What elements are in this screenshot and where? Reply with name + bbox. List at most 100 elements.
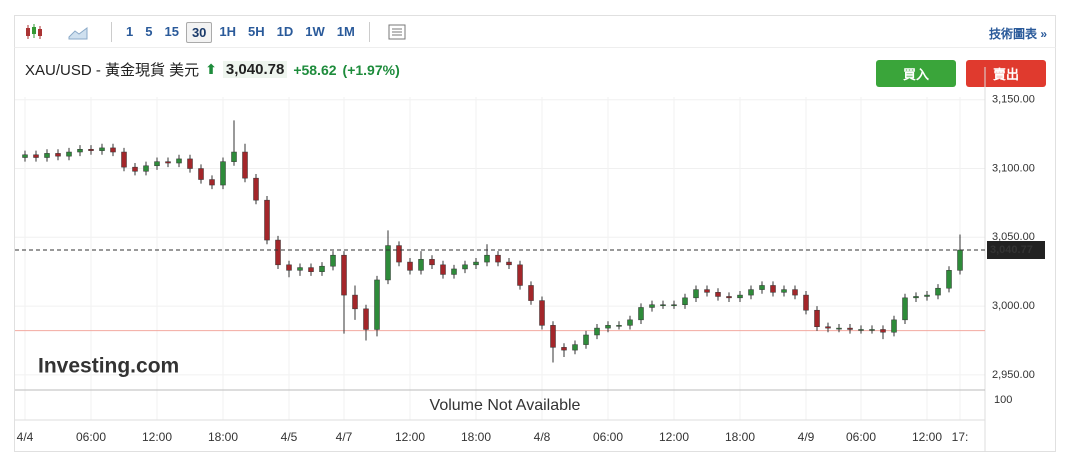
candle-body (550, 325, 556, 348)
candle-body (187, 158, 193, 169)
x-tick-label: 4/5 (281, 430, 298, 444)
candle-body (165, 161, 171, 164)
candle-body (935, 287, 941, 296)
separator (368, 22, 370, 42)
change: +58.62 (293, 61, 337, 78)
candle-body (924, 294, 930, 297)
sell-button[interactable]: 賣出 (966, 60, 1046, 87)
title-row: XAU/USD - 黃金現貨 美元 ⬆ 3,040.78 +58.62 (+1.… (25, 59, 400, 80)
candle-body (814, 309, 820, 327)
last-price-tag (987, 241, 1045, 260)
candle-body (902, 297, 908, 321)
y-tick-label: 2,950.00 (992, 369, 1035, 381)
interval-button[interactable]: 5H (248, 23, 265, 39)
candle-body (770, 285, 776, 293)
candle-body (110, 147, 116, 153)
candle-body (264, 199, 270, 241)
interval-button[interactable]: 15 (164, 23, 179, 39)
candle-body (825, 326, 831, 329)
candle-body (836, 327, 842, 330)
candle-body (858, 329, 864, 331)
candle-body (616, 325, 622, 327)
candle-body (176, 158, 182, 164)
interval-button[interactable]: 5 (145, 23, 153, 39)
x-tick-label: 18:00 (725, 430, 755, 444)
candle-body (495, 254, 501, 263)
instrument-title: XAU/USD - 黃金現貨 美元 (25, 62, 200, 79)
x-tick-label: 06:00 (846, 430, 876, 444)
candle-body (462, 264, 468, 270)
candle-body (22, 154, 28, 158)
technical-chart-link[interactable]: 技術圖表 » (988, 27, 1047, 41)
x-tick-label: 06:00 (593, 430, 623, 444)
candle-body (792, 289, 798, 296)
candle-body (473, 261, 479, 266)
candle-body (440, 264, 446, 275)
candle-body (660, 304, 666, 306)
change-percent: (+1.97%) (342, 61, 400, 78)
interval-button[interactable]: 1H (219, 23, 237, 39)
interval-button[interactable]: 1D (276, 23, 294, 39)
interval-list: 1 5 15 30 1H 5H 1D 1W 1M (120, 21, 361, 43)
candle-body (319, 265, 325, 272)
x-tick-label: 18:00 (208, 430, 238, 444)
volume-text: Volume Not Available (430, 397, 581, 414)
candle-body (154, 161, 160, 167)
x-tick-label: 12:00 (912, 430, 942, 444)
separator (111, 22, 112, 42)
y-tick-label: 3,100.00 (992, 162, 1035, 174)
candle-body (451, 268, 457, 275)
candle-body (418, 259, 424, 271)
candle-body (946, 270, 952, 289)
area-icon[interactable] (67, 23, 89, 41)
x-tick-label: 06:00 (76, 430, 106, 444)
candle-body (374, 279, 380, 330)
candle-body (726, 296, 732, 299)
candle-body (308, 267, 314, 272)
candle-body (198, 168, 204, 180)
candle-body (715, 292, 721, 297)
candle-body (429, 259, 435, 266)
interval-button[interactable]: 1M (336, 23, 355, 39)
candle-body (957, 249, 963, 271)
candle-body (638, 307, 644, 321)
x-tick-label: 18:00 (461, 430, 491, 444)
interval-button[interactable]: 1 (126, 23, 134, 39)
candle-body (880, 329, 886, 333)
candle-body (44, 153, 50, 158)
candle-body (869, 329, 875, 331)
candle-body (781, 289, 787, 293)
up-arrow: ⬆ (205, 61, 217, 77)
candle-body (913, 296, 919, 299)
interval-button[interactable]: 1W (305, 23, 325, 39)
candle-icon[interactable] (23, 23, 45, 41)
candle-body (66, 151, 72, 157)
x-tick-label: 12:00 (659, 430, 689, 444)
candle-body (209, 179, 215, 186)
last-price-label: 3,040.77 (990, 244, 1033, 256)
buy-button[interactable]: 買入 (876, 60, 956, 87)
settings-icon[interactable] (386, 23, 408, 41)
candle-body (594, 327, 600, 336)
candle-body (803, 294, 809, 311)
candle-body (748, 289, 754, 296)
candle-body (143, 165, 149, 172)
candle-body (627, 319, 633, 326)
candle-body (99, 147, 105, 151)
x-tick-label: 4/8 (534, 430, 551, 444)
candle-body (407, 261, 413, 271)
candle-body (286, 264, 292, 271)
watermark: Investing.com (38, 355, 179, 378)
candle-body (132, 166, 138, 172)
candle-body (891, 319, 897, 333)
interval-button[interactable]: 30 (185, 21, 213, 43)
candle-body (561, 347, 567, 351)
toolbar: 1 5 15 30 1H 5H 1D 1W 1M 技術圖表 » (14, 15, 1056, 48)
y-tick-label: 3,050.00 (992, 231, 1035, 243)
candle-body (759, 285, 765, 290)
candle-body (275, 239, 281, 266)
x-tick-label: 17: (952, 430, 969, 444)
candle-body (693, 289, 699, 299)
candle-body (396, 245, 402, 263)
